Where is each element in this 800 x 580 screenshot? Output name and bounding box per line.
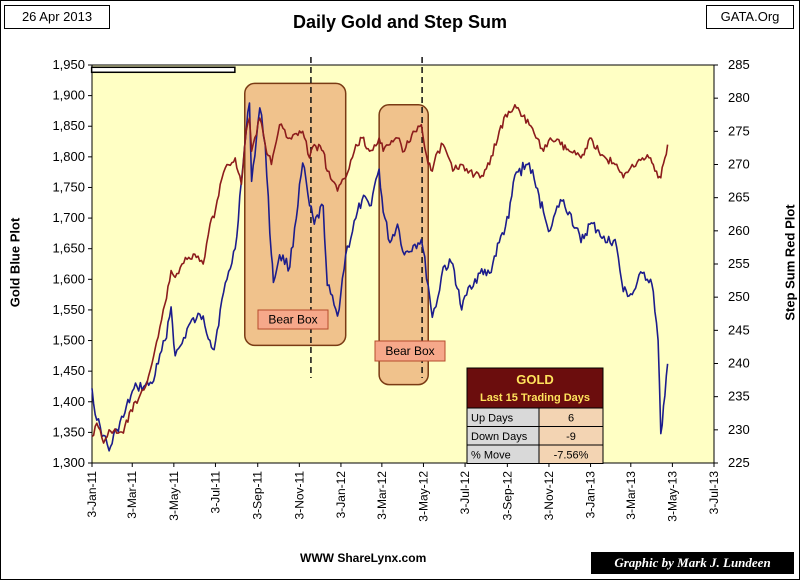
- stats-row-label: Up Days: [471, 413, 514, 425]
- x-tick-label: 3-Jan-12: [334, 471, 348, 519]
- right-tick-label: 265: [728, 190, 750, 205]
- brand-label: GATA.Org: [706, 5, 794, 29]
- left-tick-label: 1,500: [52, 333, 85, 348]
- bear-box-1: [244, 82, 347, 347]
- x-tick-label: 3-Mar-12: [375, 471, 389, 520]
- x-tick-label: 3-Sep-12: [500, 471, 514, 521]
- left-tick-label: 1,450: [52, 363, 85, 378]
- bear-box-label-bg-2: [374, 340, 446, 362]
- x-tick-label: 3-May-12: [416, 471, 430, 522]
- stats-row-value-bg: [538, 444, 604, 464]
- bear-box-2: [378, 104, 429, 386]
- right-tick-label: 285: [728, 57, 750, 72]
- left-tick-label: 1,950: [52, 57, 85, 72]
- right-tick-label: 245: [728, 322, 750, 337]
- x-tick-label: 3-Jan-13: [584, 471, 598, 519]
- credit-label: Graphic by Mark J. Lundeen: [591, 552, 794, 574]
- bear-box-label-bg-1: [257, 309, 329, 330]
- left-tick-label: 1,850: [52, 118, 85, 133]
- legend-bar: [90, 66, 236, 74]
- series-line-gold: [91, 102, 669, 452]
- stats-subtitle: Last 15 Trading Days: [480, 392, 590, 404]
- right-tick-label: 280: [728, 90, 750, 105]
- stats-title: GOLD: [516, 372, 554, 387]
- stats-header: [466, 367, 604, 409]
- stats-row-value: 6: [568, 413, 574, 425]
- right-tick-label: 275: [728, 123, 750, 138]
- series-line-step_sum: [91, 104, 669, 444]
- left-tick-label: 1,900: [52, 88, 85, 103]
- stats-row-label: Down Days: [471, 431, 528, 443]
- right-tick-label: 230: [728, 422, 750, 437]
- left-tick-label: 1,400: [52, 394, 85, 409]
- right-tick-label: 225: [728, 455, 750, 470]
- x-tick-label: 3-Jan-11: [85, 471, 99, 518]
- right-tick-label: 250: [728, 289, 750, 304]
- x-tick-label: 3-May-11: [167, 471, 181, 521]
- x-tick-label: 3-Jul-12: [458, 471, 472, 515]
- left-tick-label: 1,750: [52, 179, 85, 194]
- left-tick-label: 1,650: [52, 241, 85, 256]
- x-tick-label: 3-Jul-13: [707, 471, 721, 515]
- chart-title: Daily Gold and Step Sum: [292, 12, 508, 32]
- x-tick-label: 3-Mar-11: [125, 471, 139, 519]
- x-tick-label: 3-Nov-11: [292, 471, 306, 520]
- stats-row-label: % Move: [471, 450, 511, 462]
- x-tick-label: 3-May-13: [665, 471, 679, 522]
- source-label: WWW ShareLynx.com: [300, 551, 427, 565]
- x-tick-label: 3-Mar-13: [624, 471, 638, 520]
- x-tick-label: 3-Sep-11: [251, 471, 265, 520]
- left-tick-label: 1,600: [52, 271, 85, 286]
- bear-box-label-1: Bear Box: [268, 313, 317, 327]
- right-tick-label: 240: [728, 356, 750, 371]
- right-tick-label: 235: [728, 389, 750, 404]
- left-tick-label: 1,350: [52, 424, 85, 439]
- stats-row-value: -9: [566, 431, 576, 443]
- left-tick-label: 1,800: [52, 149, 85, 164]
- bear-box-label-2: Bear Box: [385, 344, 434, 358]
- date-label: 26 Apr 2013: [4, 5, 110, 29]
- left-tick-label: 1,550: [52, 302, 85, 317]
- x-tick-label: 3-Jul-11: [208, 471, 222, 514]
- right-tick-label: 260: [728, 223, 750, 238]
- left-tick-label: 1,700: [52, 210, 85, 225]
- right-tick-label: 255: [728, 256, 750, 271]
- right-tick-label: 270: [728, 157, 750, 172]
- x-tick-label: 3-Nov-12: [542, 471, 556, 521]
- left-tick-label: 1,300: [52, 455, 85, 470]
- stats-row-value: -7.56%: [554, 450, 589, 462]
